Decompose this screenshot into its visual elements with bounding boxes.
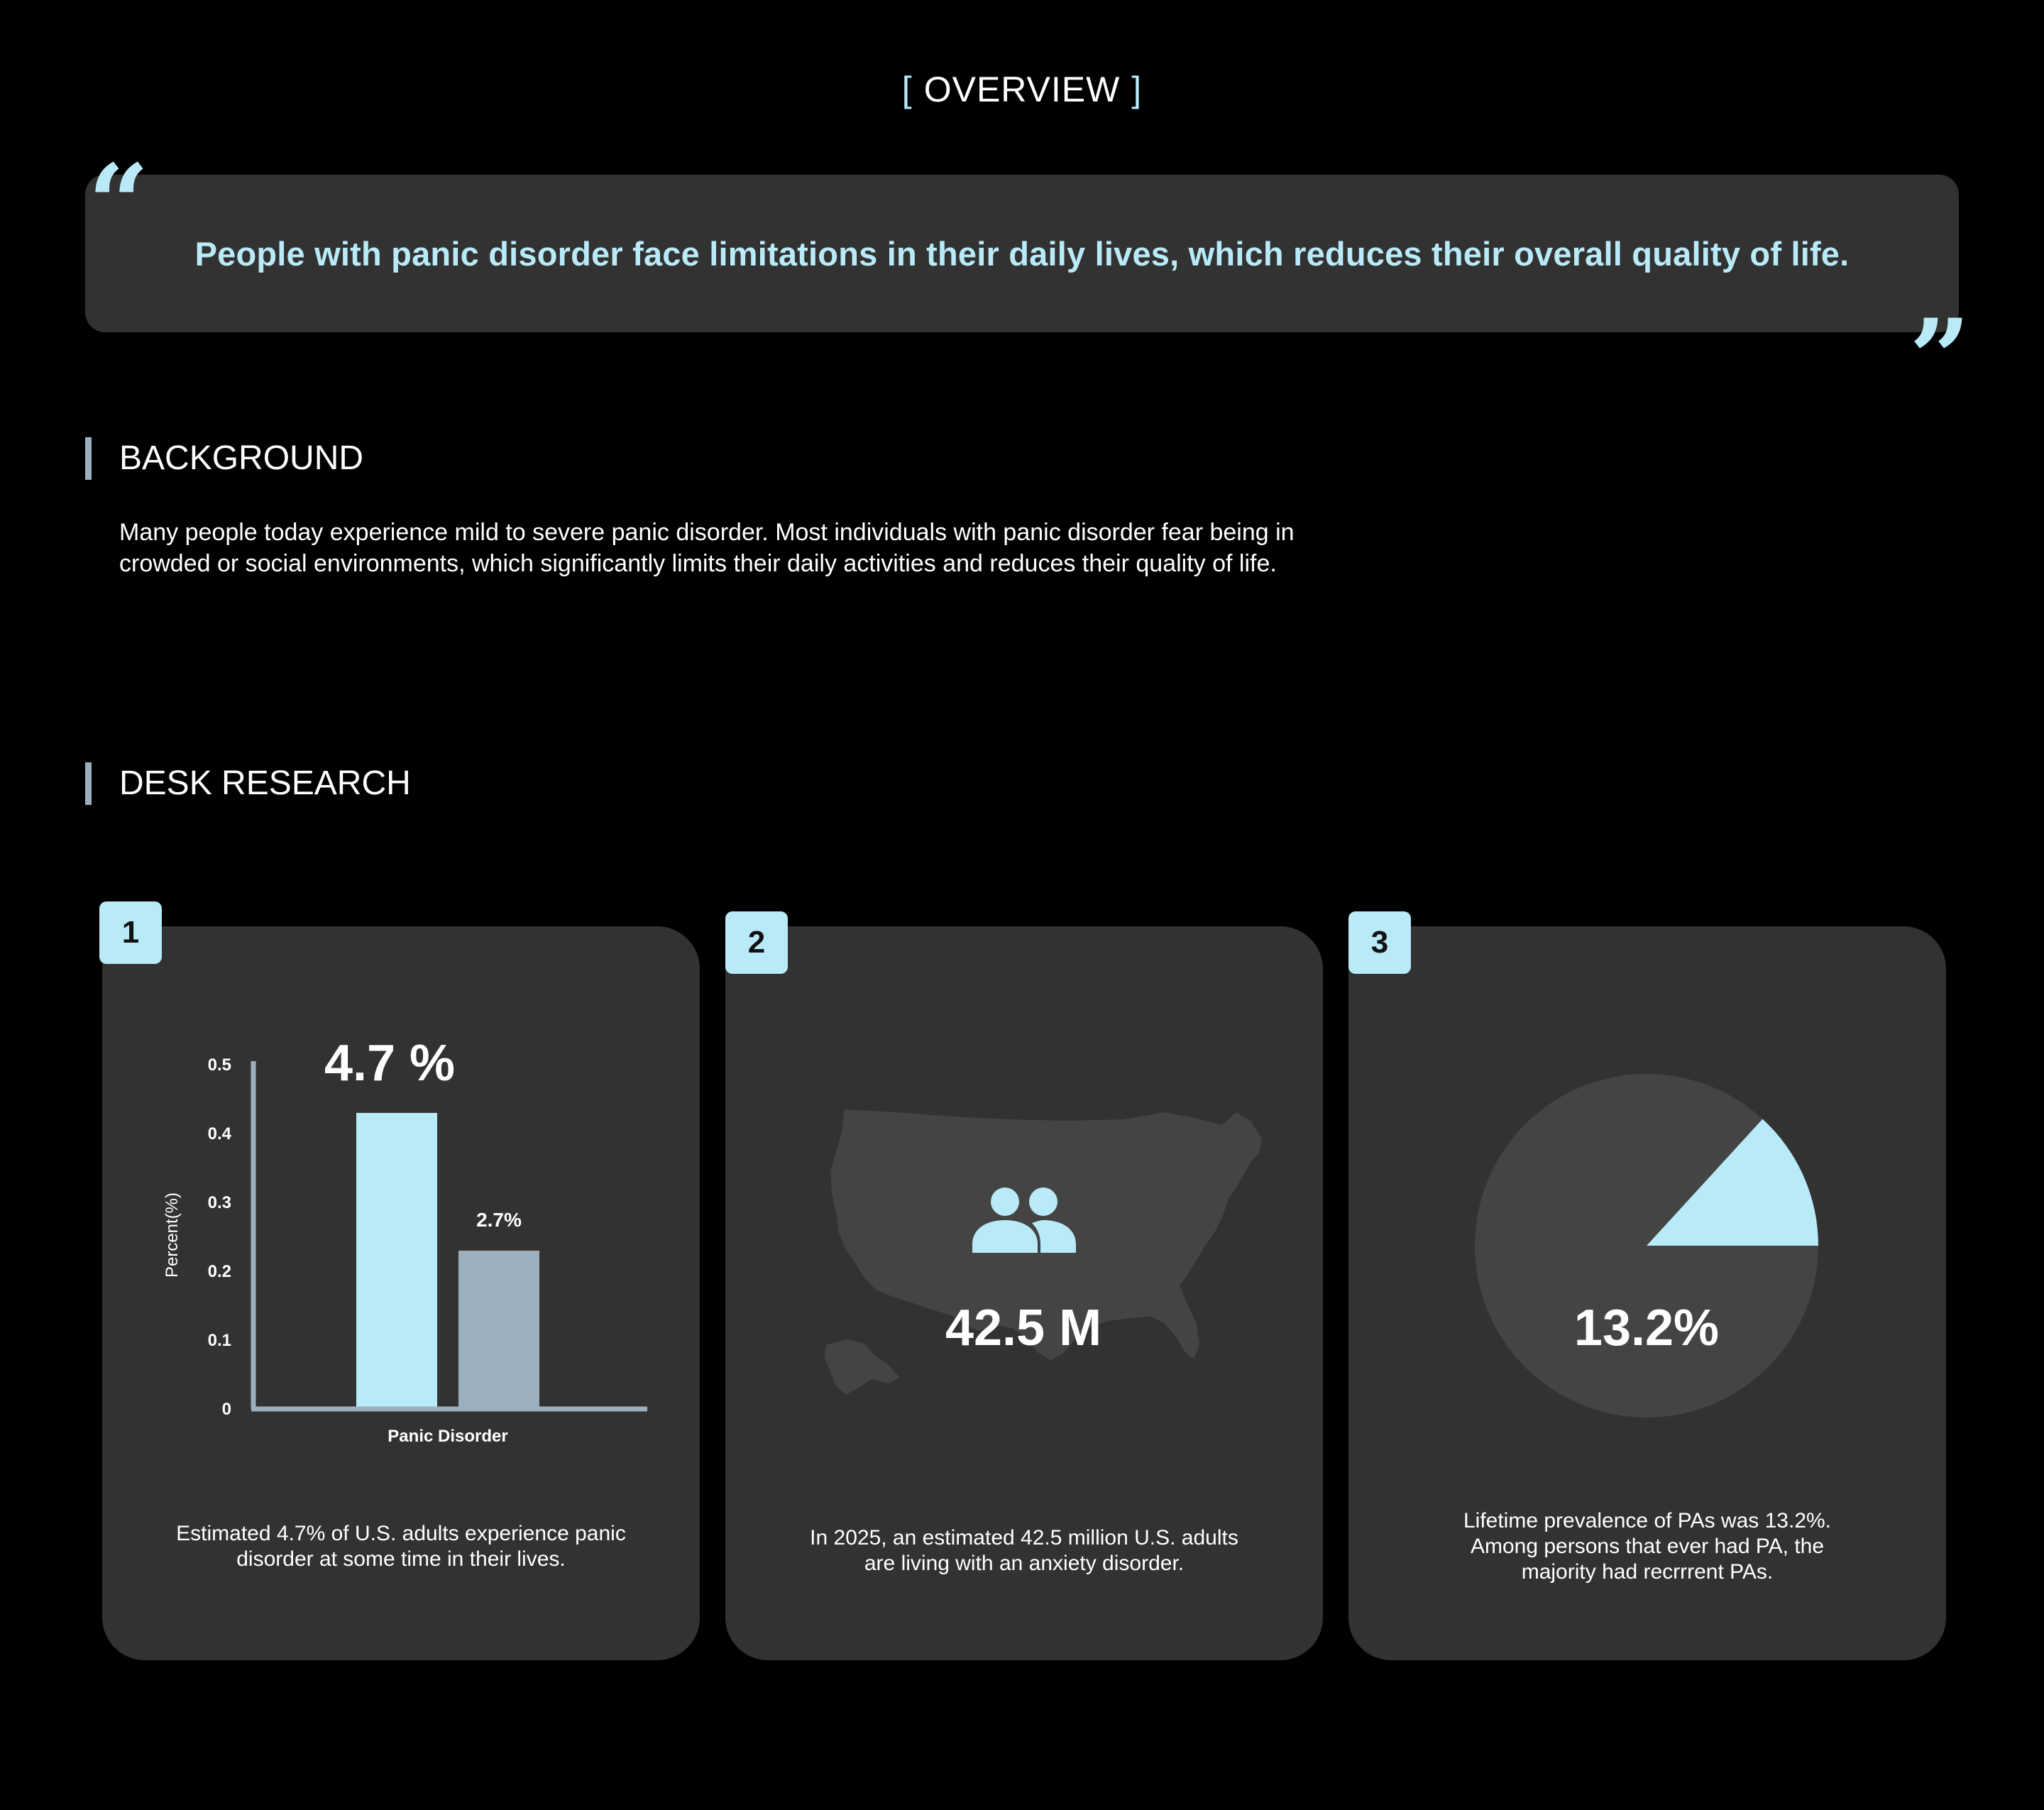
card-2-caption: In 2025, an estimated 42.5 million U.S. …: [725, 1525, 1323, 1576]
bar-chart: Percent(%) Panic Disorder 0 0.1 0.2 0.3 0.4 0…: [163, 1035, 647, 1446]
background-body-line: Many people today experience mild to sev…: [119, 519, 1295, 546]
desk-research-section-bar: [85, 762, 92, 805]
bracket-close: ]: [1131, 70, 1143, 109]
pie-center-label: 13.2%: [1574, 1300, 1719, 1356]
bar-data-label: 4.7 %: [324, 1035, 455, 1092]
card-2-graphic: 42.5 M: [825, 1109, 1262, 1395]
alaska-icon: [825, 1339, 900, 1395]
overview-heading: [ OVERVIEW]: [0, 67, 2044, 112]
caption-line: Among persons that ever had PA, the: [1470, 1535, 1825, 1558]
caption-line: are living with an anxiety disorder.: [864, 1552, 1185, 1575]
research-card-2: 42.5 M In 2025, an estimated 42.5 millio…: [725, 926, 1323, 1660]
pie-slice-highlight: [1647, 1119, 1818, 1246]
close-quote-icon: ”: [1909, 296, 1971, 421]
background-body: Many people today experience mild to sev…: [119, 517, 1539, 579]
x-axis-label: Panic Disorder: [388, 1427, 507, 1446]
caption-line: disorder at some time in their lives.: [236, 1547, 566, 1571]
card-1-caption: Estimated 4.7% of U.S. adults experience…: [102, 1521, 700, 1572]
y-tick-label: 0.1: [208, 1331, 231, 1350]
y-axis-label: Percent(%): [163, 1192, 182, 1278]
caption-line: Estimated 4.7% of U.S. adults experience…: [176, 1522, 626, 1545]
desk-research-title: DESK RESEARCH: [119, 764, 411, 802]
quote-box: People with panic disorder face limitati…: [85, 175, 1959, 332]
bar: [458, 1250, 539, 1409]
bracket-open: [: [901, 70, 913, 109]
background-section-bar: [85, 437, 92, 480]
pie-chart: 13.2%: [1475, 1074, 1818, 1417]
background-body-line: crowded or social environments, which si…: [119, 550, 1277, 577]
y-tick-label: 0: [222, 1400, 231, 1419]
background-title: BACKGROUND: [119, 439, 364, 477]
y-tick-label: 0.2: [208, 1262, 231, 1281]
card-3-badge: 3: [1348, 911, 1411, 974]
y-tick-label: 0.4: [208, 1124, 232, 1143]
research-card-1: Percent(%) Panic Disorder 0 0.1 0.2 0.3 0.4 0…: [102, 926, 700, 1660]
caption-line: majority had recrrrent PAs.: [1521, 1560, 1774, 1584]
open-quote-icon: “: [88, 141, 150, 266]
people-icon: [972, 1188, 1076, 1253]
card-2-badge: 2: [725, 911, 788, 974]
y-tick-label: 0.5: [208, 1055, 231, 1075]
overview-title: OVERVIEW: [923, 70, 1121, 109]
bar: [356, 1112, 437, 1409]
card-3-caption: Lifetime prevalence of PAs was 13.2%. Am…: [1348, 1508, 1946, 1585]
bar-data-label: 2.7%: [476, 1209, 522, 1231]
caption-line: Lifetime prevalence of PAs was 13.2%.: [1463, 1509, 1832, 1532]
quote-text: People with panic disorder face limitati…: [194, 234, 1850, 273]
y-tick-label: 0.3: [208, 1193, 231, 1212]
caption-line: In 2025, an estimated 42.5 million U.S. …: [810, 1526, 1238, 1550]
research-card-3: 13.2% Lifetime prevalence of PAs was 13.…: [1348, 926, 1946, 1660]
card-1-badge: 1: [99, 901, 162, 964]
card-2-big-number: 42.5 M: [945, 1300, 1101, 1356]
